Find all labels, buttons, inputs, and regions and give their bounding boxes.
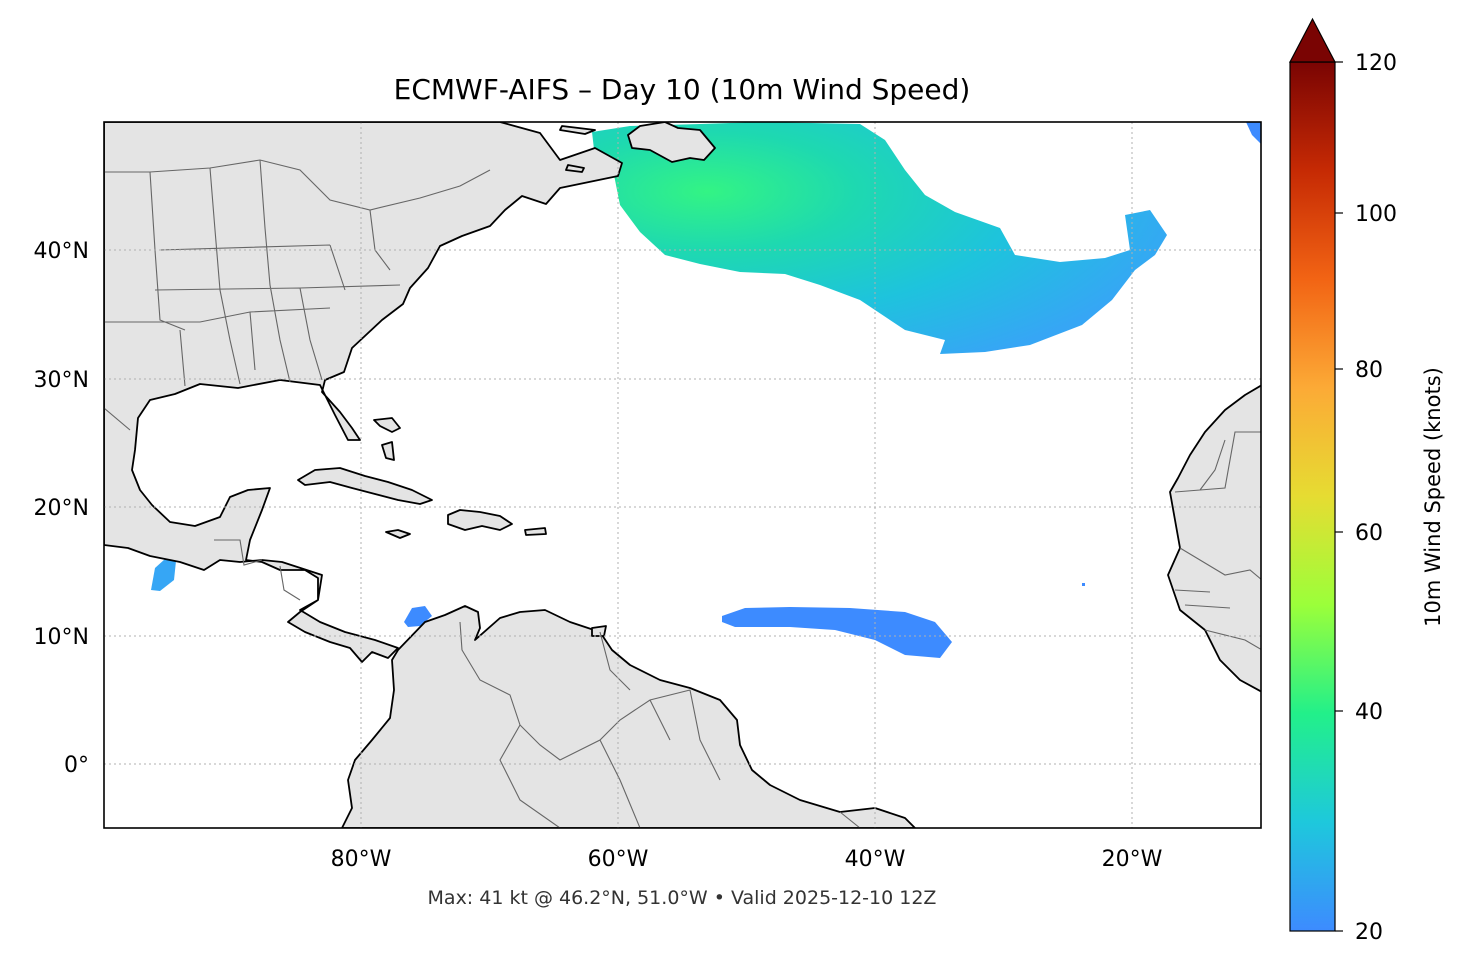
- lat-tick-40n: 40°N: [34, 239, 89, 264]
- map-area: [104, 122, 1261, 828]
- colorbar-tick-label-20: 20: [1355, 920, 1383, 945]
- wind-speck: [1082, 583, 1085, 586]
- land-south-america: [341, 605, 916, 828]
- colorbar-tick-label-120: 120: [1355, 51, 1397, 76]
- lat-tick-labels: 40°N 30°N 20°N 10°N 0°: [34, 239, 89, 778]
- border-mexico: [104, 407, 301, 601]
- land-hispaniola: [447, 509, 513, 531]
- colorbar: 20 40 60 80 100 120 10m Wind Speed (knot…: [1289, 17, 1445, 945]
- colorbar-tick-label-80: 80: [1355, 358, 1383, 383]
- colorbar-tick-label-100: 100: [1355, 202, 1397, 227]
- map-frame: [103, 121, 1262, 829]
- land-bahamas: [373, 417, 401, 461]
- land-trinidad: [591, 625, 607, 637]
- lat-tick-20n: 20°N: [34, 496, 89, 521]
- wind-tropical-easterlies: [722, 607, 952, 658]
- colorbar-tick-label-40: 40: [1355, 700, 1383, 725]
- colorbar-label: 10m Wind Speed (knots): [1421, 367, 1445, 627]
- land-puerto-rico: [524, 527, 547, 536]
- land-masses: [104, 122, 1261, 828]
- border-south-america: [459, 621, 861, 828]
- wind-tehuantepec: [151, 559, 176, 591]
- land-north-america: [104, 122, 623, 663]
- wind-field: [151, 122, 1261, 658]
- border-africa: [1174, 431, 1261, 651]
- wind-north-atlantic-storm: [592, 122, 1167, 354]
- lon-tick-40w: 40°W: [845, 847, 906, 872]
- land-africa: [1167, 384, 1261, 693]
- land-jamaica: [385, 529, 411, 539]
- map-title: ECMWF-AIFS – Day 10 (10m Wind Speed): [394, 73, 971, 106]
- land-cape-breton: [559, 125, 596, 173]
- lon-tick-20w: 20°W: [1102, 847, 1163, 872]
- wind-ne-corner: [1246, 122, 1261, 144]
- lon-tick-80w: 80°W: [331, 847, 392, 872]
- colorbar-ticks: [1335, 61, 1343, 932]
- colorbar-tick-labels: 20 40 60 80 100 120: [1355, 51, 1397, 945]
- map-footer: Max: 41 kt @ 46.2°N, 51.0°W • Valid 2025…: [428, 887, 937, 909]
- lat-tick-30n: 30°N: [34, 368, 89, 393]
- lat-tick-10n: 10°N: [34, 625, 89, 650]
- colorbar-tick-label-60: 60: [1355, 521, 1383, 546]
- lon-tick-60w: 60°W: [588, 847, 649, 872]
- land-cuba: [297, 467, 433, 505]
- lon-tick-labels: 80°W 60°W 40°W 20°W: [331, 847, 1163, 872]
- border-us-canada: [104, 159, 491, 211]
- lat-tick-0: 0°: [64, 753, 89, 778]
- colorbar-bar: [1289, 61, 1336, 932]
- colorbar-extend-arrow: [1289, 17, 1336, 63]
